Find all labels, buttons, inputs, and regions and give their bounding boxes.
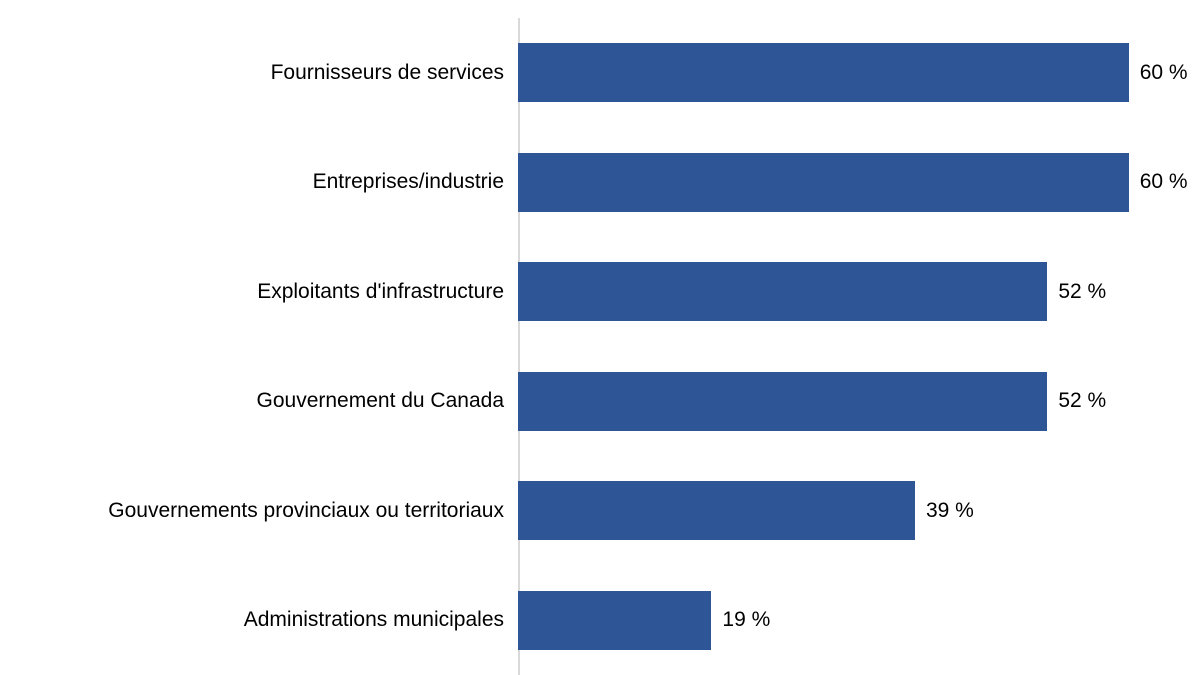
chart-row: Entreprises/industrie 60 % [0, 128, 1200, 238]
plot-area: 60 % [518, 128, 1200, 238]
bar [518, 590, 712, 650]
category-axis-line [518, 18, 520, 675]
chart-rows: Fournisseurs de services 60 % Entreprise… [0, 18, 1200, 675]
chart-row: Gouvernement du Canada 52 % [0, 347, 1200, 457]
value-label: 52 % [1058, 279, 1107, 303]
category-label: Exploitants d'infrastructure [257, 279, 504, 303]
chart-row: Administrations municipales 19 % [0, 566, 1200, 675]
chart-row: Exploitants d'infrastructure 52 % [0, 237, 1200, 347]
plot-area: 52 % [518, 237, 1200, 347]
plot-area: 60 % [518, 18, 1200, 128]
chart-row: Fournisseurs de services 60 % [0, 18, 1200, 128]
value-label: 60 % [1139, 170, 1188, 194]
bar [518, 152, 1129, 212]
category-label: Entreprises/industrie [312, 170, 504, 194]
bar [518, 262, 1048, 322]
bar [518, 481, 915, 541]
chart-row: Gouvernements provinciaux ou territoriau… [0, 456, 1200, 566]
value-label: 39 % [925, 498, 974, 522]
value-label: 19 % [722, 608, 771, 632]
plot-area: 19 % [518, 566, 1200, 675]
value-label: 60 % [1139, 60, 1188, 84]
plot-area: 52 % [518, 347, 1200, 457]
plot-area: 39 % [518, 456, 1200, 566]
category-label: Gouvernements provinciaux ou territoriau… [108, 498, 504, 522]
bar [518, 371, 1048, 431]
bar [518, 43, 1129, 103]
category-label: Fournisseurs de services [270, 60, 504, 84]
value-label: 52 % [1058, 389, 1107, 413]
category-label: Gouvernement du Canada [256, 389, 505, 413]
category-label: Administrations municipales [243, 608, 504, 632]
